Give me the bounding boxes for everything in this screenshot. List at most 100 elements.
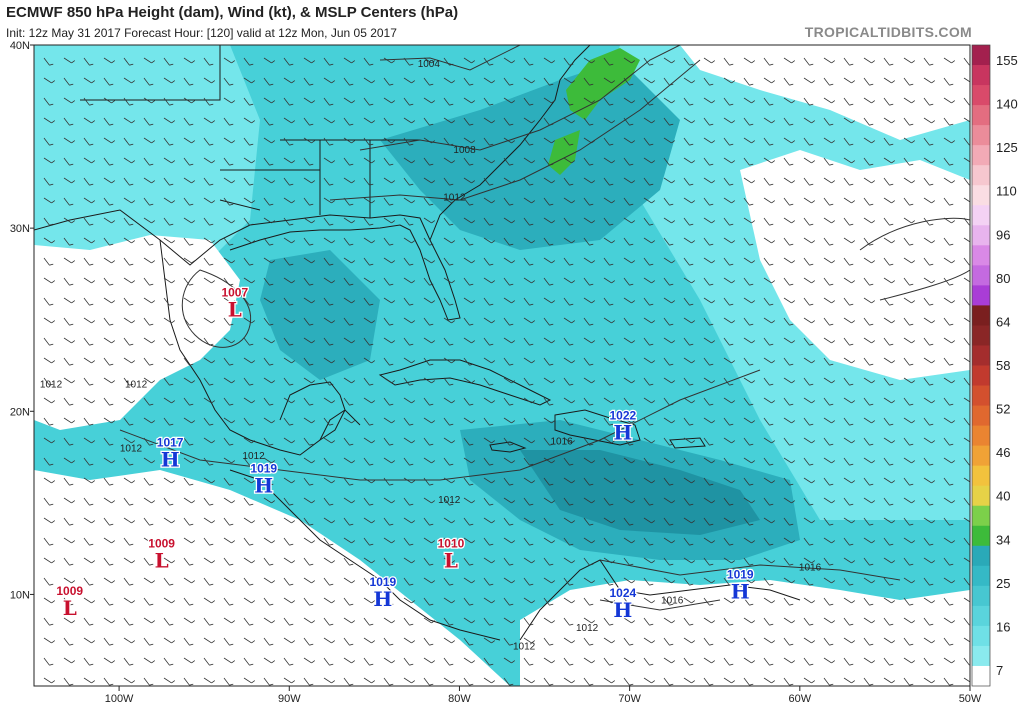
wind-barb bbox=[843, 197, 856, 204]
wind-barb bbox=[663, 217, 676, 224]
wind-barb bbox=[643, 217, 654, 226]
wind-barb bbox=[283, 137, 294, 146]
wind-barb bbox=[483, 337, 494, 346]
gale-wind-area bbox=[548, 130, 580, 175]
wind-barb bbox=[963, 157, 970, 163]
wind-barb bbox=[283, 297, 294, 306]
wind-barb bbox=[123, 317, 136, 324]
wind-barb bbox=[283, 437, 296, 444]
wind-barb bbox=[943, 217, 956, 224]
wind-barb bbox=[823, 157, 834, 166]
wind-barb bbox=[643, 457, 654, 466]
wind-barb bbox=[63, 557, 74, 566]
wind-barb bbox=[743, 637, 754, 646]
wind-barb bbox=[723, 257, 734, 266]
wind-barb bbox=[223, 357, 234, 366]
wind-barb bbox=[443, 677, 456, 684]
colorbar-swatch bbox=[972, 85, 990, 106]
wind-barb bbox=[323, 57, 334, 66]
wind-barb bbox=[643, 617, 654, 626]
wind-barb bbox=[863, 217, 876, 224]
wind-barb bbox=[963, 417, 970, 426]
wind-barb bbox=[203, 397, 216, 404]
wind-barb bbox=[143, 577, 156, 584]
wind-barb bbox=[743, 417, 756, 424]
wind-barb bbox=[663, 277, 674, 286]
wind-barb bbox=[543, 257, 556, 264]
wind-barb bbox=[303, 97, 316, 104]
wind-barb bbox=[263, 377, 276, 384]
wind-barb bbox=[923, 397, 936, 404]
wind-barb bbox=[343, 437, 354, 446]
wind-barb bbox=[783, 617, 796, 624]
wind-barb bbox=[643, 477, 656, 484]
wind-barb bbox=[403, 337, 414, 346]
wind-barb bbox=[683, 137, 694, 146]
wind-barb bbox=[563, 437, 576, 444]
wind-barb bbox=[743, 117, 754, 126]
wind-barb bbox=[383, 257, 396, 264]
wind-barb bbox=[83, 257, 94, 266]
wind-barb bbox=[643, 57, 654, 66]
wind-barb bbox=[723, 237, 736, 244]
wind-barb bbox=[383, 417, 396, 424]
pressure-letter: H bbox=[373, 587, 392, 611]
wind-barb bbox=[163, 297, 174, 306]
wind-barb bbox=[123, 77, 136, 84]
wind-barb bbox=[783, 557, 794, 566]
wind-barb bbox=[563, 537, 574, 546]
isobars bbox=[119, 45, 970, 611]
wind-barb bbox=[343, 577, 356, 584]
wind-barb bbox=[583, 197, 594, 206]
wind-barb bbox=[803, 337, 814, 346]
wind-barb bbox=[123, 217, 134, 226]
wind-barb bbox=[663, 337, 676, 344]
wind-barb bbox=[623, 677, 634, 686]
colorbar-label: 34 bbox=[996, 532, 1010, 547]
colorbar-swatch bbox=[972, 485, 990, 507]
wind-barb bbox=[783, 537, 796, 544]
wind-barb bbox=[483, 117, 496, 124]
wind-barb bbox=[403, 477, 416, 484]
wind-barb bbox=[743, 157, 754, 166]
wind-barb bbox=[643, 197, 656, 204]
wind-barb bbox=[663, 437, 674, 446]
wind-barb bbox=[163, 237, 176, 244]
wind-barb bbox=[243, 97, 254, 106]
wind-barb bbox=[603, 97, 614, 106]
wind-barb bbox=[63, 517, 74, 526]
wind-barb bbox=[743, 317, 754, 326]
wind-barb bbox=[543, 217, 556, 224]
hispaniola bbox=[554, 409, 641, 446]
latitude-label: 10N bbox=[10, 589, 30, 601]
wind-barb bbox=[363, 437, 376, 444]
wind-barb bbox=[423, 377, 436, 384]
wind-barb bbox=[743, 617, 756, 624]
wind-barb bbox=[603, 477, 616, 484]
wind-barb bbox=[83, 537, 94, 546]
wind-barb bbox=[663, 377, 676, 384]
wind-barb bbox=[683, 557, 696, 564]
wind-barb bbox=[943, 537, 956, 544]
wind-barb bbox=[203, 337, 214, 346]
wind-barb bbox=[383, 377, 396, 384]
wind-barb bbox=[263, 157, 274, 166]
wind-barb bbox=[643, 117, 656, 124]
wind-barb bbox=[43, 597, 56, 604]
colorbar-swatch bbox=[972, 585, 990, 607]
wind-barb bbox=[583, 217, 596, 224]
wind-barb bbox=[883, 297, 894, 306]
wind-barb bbox=[803, 257, 814, 266]
wind-barb bbox=[403, 637, 416, 644]
wind-barb bbox=[643, 437, 656, 444]
wind-barb bbox=[123, 337, 134, 346]
wind-barb bbox=[263, 597, 274, 606]
wind-barb bbox=[143, 217, 156, 224]
wind-barb bbox=[623, 277, 634, 286]
wind-barb bbox=[123, 157, 136, 164]
wind-barb bbox=[63, 477, 74, 486]
wind-barb bbox=[623, 297, 636, 304]
wind-barb bbox=[483, 317, 496, 324]
wind-barb bbox=[283, 157, 296, 164]
